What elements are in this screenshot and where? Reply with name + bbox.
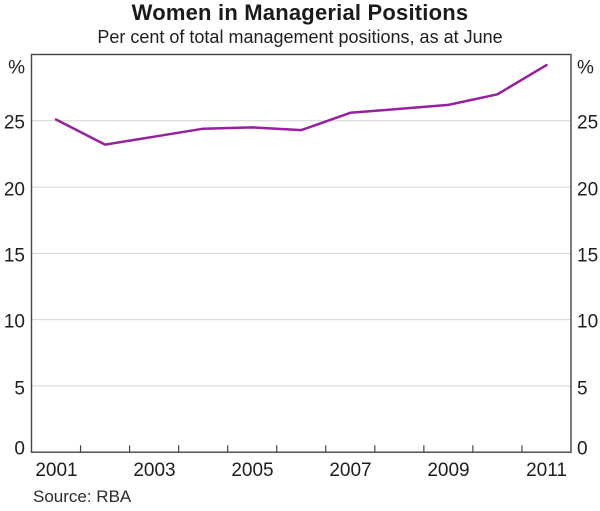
y-tick-label-left: 0 — [14, 438, 25, 460]
y-tick-label-left: 5 — [14, 378, 25, 399]
y-tick-label-right: 5 — [577, 378, 588, 399]
y-tick-label-left: 15 — [3, 245, 25, 267]
x-tick-label: 2007 — [329, 460, 372, 481]
chart-subtitle: Per cent of total management positions, … — [97, 27, 503, 47]
x-tick-label: 2003 — [133, 460, 176, 481]
y-axis-unit-left: % — [8, 57, 25, 79]
y-tick-label-left: 10 — [3, 311, 25, 333]
data-line-women-managerial — [54, 63, 548, 146]
y-tick-label-right: 0 — [577, 438, 588, 460]
x-tick-label: 2009 — [427, 460, 470, 481]
source-note: Source: RBA — [33, 487, 132, 506]
y-axis-unit-right: % — [577, 57, 594, 79]
chart-title: Women in Managerial Positions — [131, 0, 469, 25]
x-tick-label: 2011 — [526, 460, 567, 481]
y-tick-label-right: 20 — [577, 179, 599, 200]
plot-border — [30, 53, 572, 453]
y-tick-label-right: 25 — [577, 112, 599, 134]
y-tick-label-left: 20 — [3, 179, 25, 200]
y-tick-label-right: 10 — [577, 311, 599, 333]
x-tick-label: 2005 — [231, 460, 274, 481]
y-tick-label-left: 25 — [3, 112, 25, 134]
x-tick-label: 2001 — [35, 460, 78, 481]
y-tick-label-right: 15 — [577, 245, 599, 267]
